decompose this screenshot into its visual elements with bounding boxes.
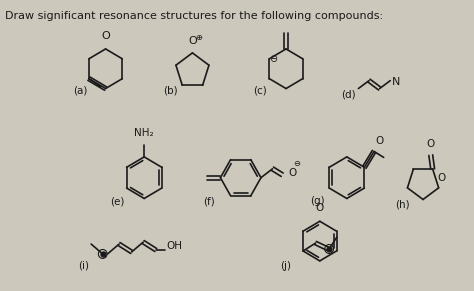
- Text: (b): (b): [163, 86, 178, 95]
- Text: ⊖: ⊖: [293, 159, 300, 168]
- Text: (a): (a): [73, 86, 88, 95]
- Text: O: O: [438, 173, 446, 183]
- Text: (g): (g): [310, 196, 325, 206]
- Text: (c): (c): [253, 86, 267, 95]
- Text: (j): (j): [281, 261, 292, 271]
- Text: (h): (h): [395, 199, 410, 210]
- Text: N: N: [392, 77, 401, 87]
- Text: (i): (i): [78, 261, 89, 271]
- Text: ⊕: ⊕: [196, 33, 203, 42]
- Text: NH₂: NH₂: [134, 128, 154, 138]
- Text: O: O: [427, 139, 435, 149]
- Text: (f): (f): [203, 196, 215, 206]
- Text: (e): (e): [110, 196, 124, 206]
- Text: O: O: [375, 136, 383, 146]
- Text: Draw significant resonance structures for the following compounds:: Draw significant resonance structures fo…: [5, 11, 383, 21]
- Text: OH: OH: [166, 241, 182, 251]
- Text: O: O: [101, 31, 110, 41]
- Text: (d): (d): [341, 89, 356, 100]
- Text: O: O: [188, 36, 197, 46]
- Text: O: O: [316, 203, 324, 213]
- Text: ⊖: ⊖: [269, 54, 277, 64]
- Text: O: O: [288, 168, 296, 178]
